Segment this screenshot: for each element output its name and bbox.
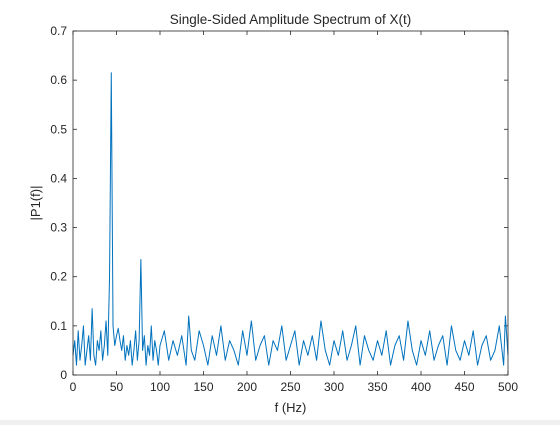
x-tick-label: 50: [110, 380, 124, 394]
x-tick-label: 350: [367, 380, 387, 394]
series-line: [72, 72, 509, 366]
y-tick-label: 0.6: [50, 73, 67, 87]
x-tick-label: 450: [454, 380, 474, 394]
x-tick-label: 150: [193, 380, 213, 394]
axes-box: [72, 30, 509, 376]
plot-area: [73, 31, 508, 375]
x-tick-label: 400: [411, 380, 431, 394]
y-tick-label: 0.1: [50, 319, 67, 333]
x-axis-label: f (Hz): [275, 400, 307, 415]
y-tick-label: 0: [60, 368, 67, 382]
y-tick-label: 0.2: [50, 270, 67, 284]
ticks-layer: 0 50 100 150 200 250 300 350 400 450 500 0 0.1 0.2 0.3…: [50, 24, 518, 394]
x-tick-label: 0: [70, 380, 77, 394]
y-tick-label: 0.4: [50, 171, 67, 185]
y-tick-label: 0.7: [50, 24, 67, 38]
chart-title: Single-Sided Amplitude Spectrum of X(t): [170, 12, 412, 27]
x-tick-label: 100: [150, 380, 170, 394]
x-tick-label: 300: [324, 380, 344, 394]
y-tick-label: 0.5: [50, 122, 67, 136]
x-tick-label: 250: [280, 380, 300, 394]
y-axis-label: |P1(f)|: [28, 186, 43, 221]
x-tick-label: 500: [498, 380, 518, 394]
x-tick-label: 200: [237, 380, 257, 394]
y-tick-label: 0.3: [50, 221, 67, 235]
